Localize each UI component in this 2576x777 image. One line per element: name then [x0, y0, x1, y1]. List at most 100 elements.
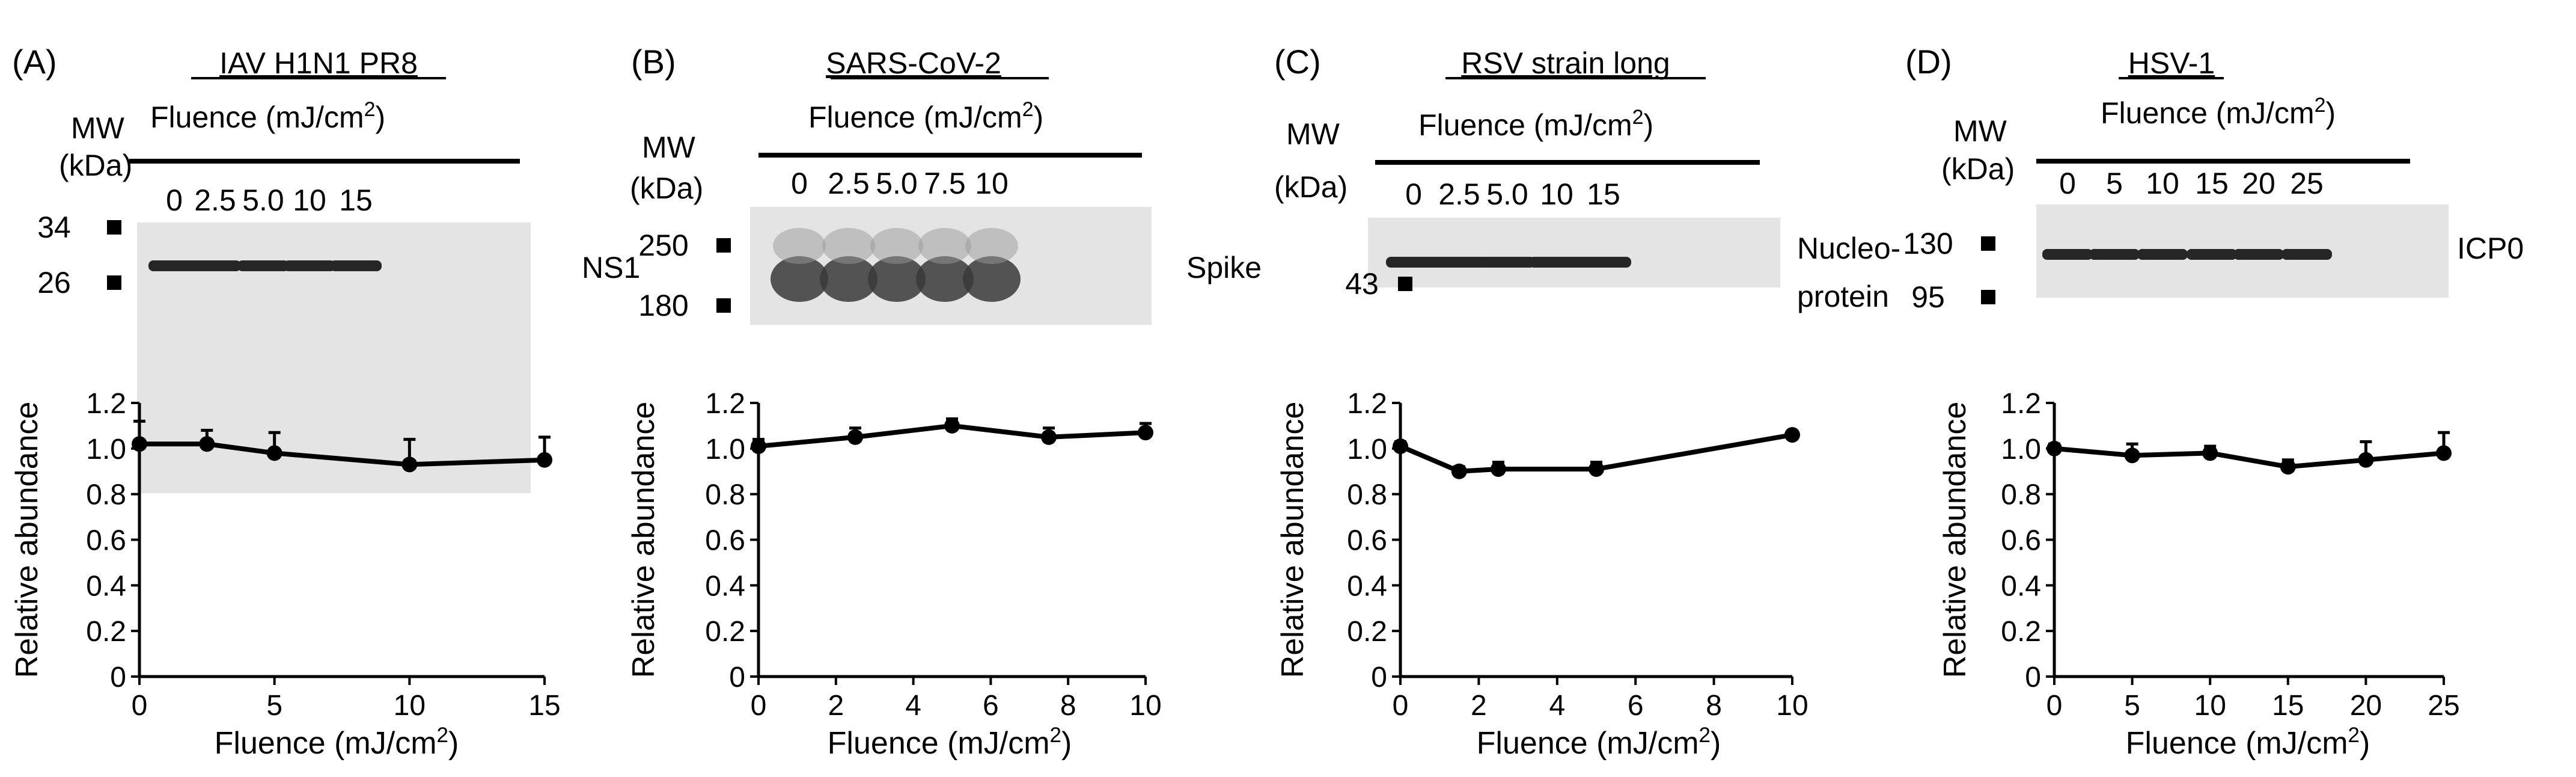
lane-label: 2.5: [828, 167, 870, 200]
blot-fluence-header: Fluence (mJ/cm2): [2101, 94, 2336, 130]
data-point: [2202, 445, 2218, 461]
x-tick-label: 10: [1776, 690, 1808, 722]
blot-band: [1576, 257, 1631, 268]
lane-label: 15: [339, 183, 373, 217]
blot-band: [2089, 249, 2140, 260]
blot-band: [189, 260, 241, 271]
x-tick-label: 4: [905, 690, 921, 722]
lane-label: 0: [2059, 167, 2076, 200]
data-point: [537, 452, 552, 468]
mw-marker-tick: [107, 220, 121, 235]
blot-band: [2137, 249, 2188, 260]
lane-label: 15: [1587, 177, 1620, 211]
y-tick-label: 1.0: [705, 434, 745, 465]
panel-c: (C) RSV strain long MW (kDa) Fluence (mJ/cm2…: [1274, 43, 1900, 761]
blot-band: [963, 256, 1021, 302]
blot-band-upper: [870, 228, 923, 264]
y-tick-label: 0.6: [86, 525, 126, 557]
lane-label: 0: [166, 183, 183, 217]
y-tick-label: 0.8: [86, 479, 126, 511]
mw-label: MW: [1286, 117, 1340, 151]
mw-marker-tick: [1981, 236, 1995, 251]
x-tick-label: 0: [1393, 690, 1409, 722]
y-tick-label: 0.4: [2001, 570, 2041, 602]
panel-title: IAV H1N1 PR8: [219, 46, 418, 80]
blot-band: [330, 260, 382, 271]
data-point: [2280, 459, 2296, 475]
y-tick-label: 0.6: [2001, 525, 2041, 557]
x-tick-label: 8: [1706, 690, 1722, 722]
mw-marker-label: 130: [1903, 227, 1953, 260]
lane-label: 5.0: [876, 167, 918, 200]
data-point: [1041, 429, 1057, 445]
mw-label: MW: [642, 131, 696, 164]
blot-band: [237, 260, 289, 271]
y-tick-label: 0.4: [1347, 570, 1387, 602]
x-tick-label: 8: [1060, 690, 1076, 722]
mw-marker-label: 180: [638, 289, 688, 322]
panel-letter: (B): [631, 43, 676, 81]
panel-letter: (A): [12, 43, 57, 81]
blot-fluence-header: Fluence (mJ/cm2): [1418, 106, 1653, 142]
data-point: [1451, 463, 1467, 479]
panel-title: SARS-CoV-2: [826, 46, 1001, 80]
panel-letter: (D): [1905, 43, 1952, 81]
y-tick-label: 0.4: [86, 570, 126, 602]
y-tick-label: 1.2: [86, 388, 126, 420]
lane-label: 10: [1540, 177, 1573, 211]
y-tick-label: 0.8: [2001, 479, 2041, 511]
blot-band: [2233, 249, 2284, 260]
y-tick-label: 0: [2025, 662, 2041, 693]
lane-label: 25: [2290, 167, 2324, 200]
blot-band: [771, 256, 828, 302]
x-tick-label: 15: [528, 690, 560, 722]
x-tick-label: 5: [266, 690, 282, 722]
lane-label: 10: [2146, 167, 2179, 200]
mw-marker-label: 26: [37, 266, 71, 299]
x-tick-label: 0: [132, 690, 148, 722]
panel-letter: (C): [1274, 43, 1321, 81]
blot-band: [284, 260, 335, 271]
panel-title: RSV strain long: [1461, 46, 1670, 80]
protein-label: protein: [1797, 280, 1889, 313]
blot-band: [148, 260, 200, 271]
x-tick-label: 10: [1129, 690, 1161, 722]
mw-marker-tick: [716, 238, 731, 253]
blot-band: [2042, 249, 2093, 260]
data-point: [1138, 425, 1153, 441]
data-point: [944, 417, 960, 434]
x-tick-label: 0: [2046, 690, 2063, 722]
lane-label: 20: [2242, 167, 2275, 200]
blot-band: [820, 256, 877, 302]
blot-band: [2281, 249, 2332, 260]
data-point: [2124, 447, 2140, 464]
mw-marker-tick: [1398, 277, 1412, 291]
blot-band: [1432, 257, 1487, 268]
y-tick-label: 1.0: [1347, 434, 1387, 465]
x-tick-label: 2: [1471, 690, 1487, 722]
blot-band-upper: [822, 228, 875, 264]
data-line: [2054, 446, 2444, 470]
x-axis-title: Fluence (mJ/cm2): [828, 723, 1072, 761]
y-tick-label: 0.2: [705, 616, 745, 648]
blot-image: [1368, 218, 1780, 287]
lane-label: 15: [2195, 167, 2229, 200]
y-tick-label: 1.2: [2001, 388, 2041, 420]
x-tick-label: 6: [983, 690, 999, 722]
lane-label: 0: [1405, 177, 1422, 211]
lane-label: 2.5: [194, 183, 236, 217]
data-point: [1589, 461, 1604, 477]
y-tick-label: 1.0: [2001, 434, 2041, 465]
x-tick-label: 5: [2124, 690, 2140, 722]
y-tick-label: 0: [110, 662, 126, 693]
blot-band: [2187, 249, 2237, 260]
y-tick-label: 1.0: [86, 434, 126, 465]
x-tick-label: 10: [394, 690, 426, 722]
blot-band: [916, 256, 974, 302]
lane-label: 2.5: [1438, 177, 1480, 211]
data-point: [751, 438, 766, 455]
x-tick-label: 4: [1549, 690, 1565, 722]
mw-marker-label: 250: [638, 229, 688, 262]
